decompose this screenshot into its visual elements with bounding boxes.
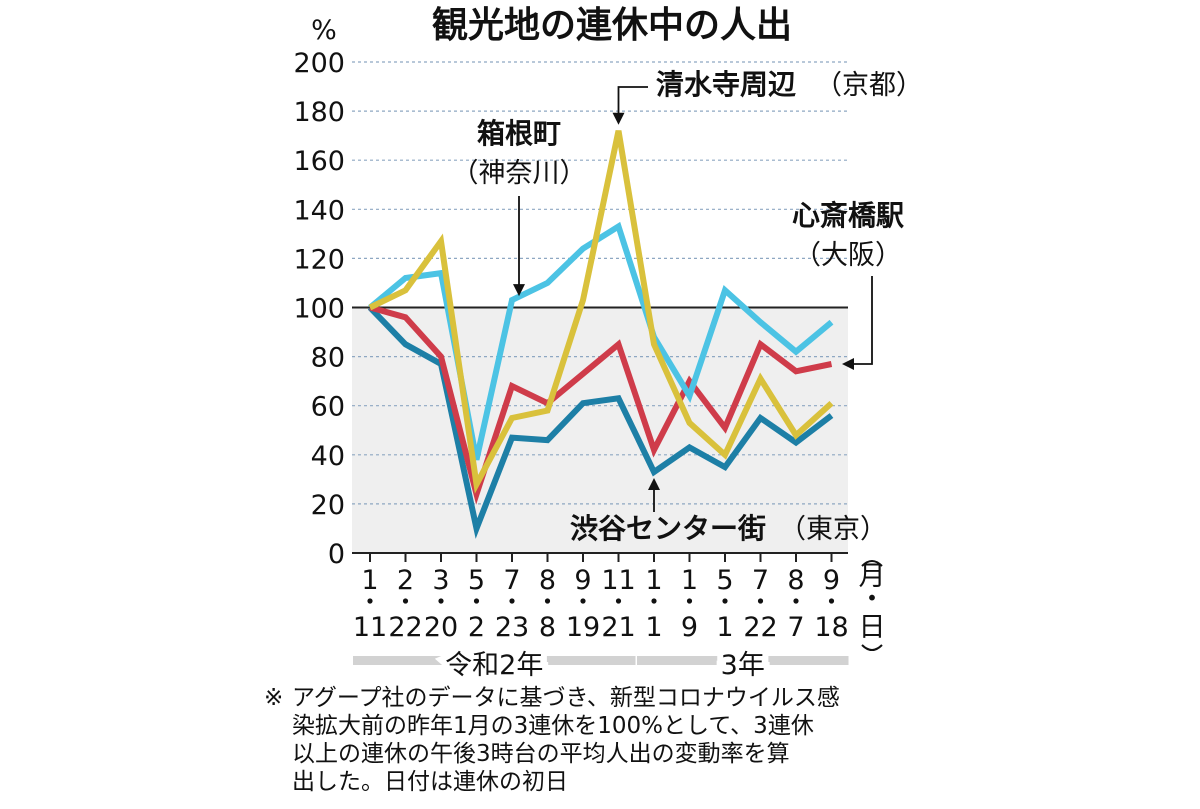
x-label-dot-10 xyxy=(722,598,728,604)
x-label-dot-6 xyxy=(580,598,586,604)
x-label-month-12: 8 xyxy=(787,565,804,596)
series-lines xyxy=(367,130,834,539)
annotations xyxy=(513,86,873,512)
y-tick-160: 160 xyxy=(293,146,345,177)
arrow-hakone-head xyxy=(513,284,525,297)
x-label-day-11: 22 xyxy=(743,612,777,643)
x-label-month-5: 8 xyxy=(539,565,556,596)
x-label-month-10: 5 xyxy=(716,565,733,596)
x-label-day-5: 8 xyxy=(539,612,556,643)
x-label-month-11: 7 xyxy=(752,565,769,596)
y-tick-140: 140 xyxy=(293,195,345,226)
x-label-dot-7 xyxy=(615,598,622,604)
x-label-month-13: 9 xyxy=(823,565,840,596)
x-label-day-4: 23 xyxy=(495,612,529,643)
x-label-day-6: 19 xyxy=(566,612,600,643)
label-shinsaibashi-region: （大阪） xyxy=(794,240,902,271)
year-label-1: 3年 xyxy=(721,650,765,681)
year-bar-1 xyxy=(637,656,849,665)
x-label-dot-3 xyxy=(473,598,480,604)
x-label-day-7: 21 xyxy=(601,612,635,643)
x-label-day-8: 1 xyxy=(645,612,662,643)
label-kiyomizu-region: （京都） xyxy=(815,70,923,101)
x-unit-bracket-bottom xyxy=(861,644,883,651)
x-label-month-0: 1 xyxy=(361,565,378,596)
y-tick-100: 100 xyxy=(293,294,345,325)
x-label-dot-13 xyxy=(828,598,835,604)
y-tick-80: 80 xyxy=(311,343,345,374)
x-label-month-3: 5 xyxy=(468,565,485,596)
x-label-dot-5 xyxy=(544,598,551,604)
arrow-shibuya-head xyxy=(648,477,660,490)
series-line-1 xyxy=(368,221,834,461)
x-label-dot-2 xyxy=(438,598,444,604)
year-bar-0 xyxy=(353,656,636,665)
x-label-dot-1 xyxy=(402,598,409,604)
x-unit-day: 日 xyxy=(859,612,886,643)
x-label-day-3: 2 xyxy=(468,612,485,643)
x-label-day-13: 18 xyxy=(814,612,848,643)
y-tick-60: 60 xyxy=(311,392,345,423)
arrow-shinsaibashi-line xyxy=(852,276,873,365)
x-label-month-2: 3 xyxy=(432,565,449,596)
chart-title: 観光地の連休中の人出 xyxy=(432,5,792,46)
footnote-mark: ※ xyxy=(264,685,284,711)
arrow-kiyomizu-head xyxy=(612,112,625,125)
y-tick-20: 20 xyxy=(311,490,345,521)
x-label-dot-0 xyxy=(367,598,373,604)
x-label-month-1: 2 xyxy=(397,565,414,596)
x-label-month-9: 1 xyxy=(681,565,698,596)
series-line-2 xyxy=(369,304,833,505)
x-label-dot-4 xyxy=(509,598,515,604)
label-hakone: 箱根町 xyxy=(477,117,561,150)
x-label-day-2: 20 xyxy=(424,612,458,643)
x-label-month-7: 11 xyxy=(601,565,635,596)
y-tick-200: 200 xyxy=(293,48,345,79)
footnote-line-2: 染拡大前の昨年1月の3連休を100%として、3連休 xyxy=(292,713,814,739)
label-hakone-region: （神奈川） xyxy=(452,158,587,189)
x-label-day-1: 22 xyxy=(388,612,422,643)
y-axis-label: % xyxy=(311,15,337,46)
y-tick-0: 0 xyxy=(328,539,345,570)
label-shibuya: 渋谷センター街 xyxy=(570,512,766,545)
x-label-day-9: 9 xyxy=(681,612,698,643)
footnote-line-4: 出した。日付は連休の初日 xyxy=(292,769,568,795)
x-label-day-10: 1 xyxy=(716,612,733,643)
y-axis-ticks: 0 20 40 60 80 100 120 140 160 180 200 xyxy=(293,48,345,570)
y-tick-40: 40 xyxy=(311,441,345,472)
x-label-month-8: 1 xyxy=(645,565,662,596)
series-line-0 xyxy=(368,130,834,494)
footnote-line-1: アグープ社のデータに基づき、新型コロナウイルス感 xyxy=(292,685,840,711)
arrow-shinsaibashi-head xyxy=(842,357,854,370)
arrow-kiyomizu-line xyxy=(617,86,648,117)
label-shibuya-region: （東京） xyxy=(779,514,887,545)
x-label-day-12: 7 xyxy=(787,612,804,643)
label-shinsaibashi: 心斎橋駅 xyxy=(792,199,904,232)
year-label-0: 令和2年 xyxy=(445,650,543,681)
x-label-dot-9 xyxy=(686,598,693,604)
x-label-dot-12 xyxy=(793,598,799,604)
y-tick-180: 180 xyxy=(293,97,345,128)
x-label-month-6: 9 xyxy=(574,565,591,596)
x-label-day-0: 11 xyxy=(353,612,387,643)
x-label-dot-11 xyxy=(757,598,764,604)
year-groups: 令和2年 3年 xyxy=(353,644,849,687)
x-unit-bracket-top xyxy=(861,560,883,567)
x-label-month-4: 7 xyxy=(503,565,520,596)
y-tick-120: 120 xyxy=(293,244,345,275)
x-unit-dot: ・ xyxy=(859,584,886,615)
label-kiyomizu: 清水寺周辺 xyxy=(656,68,796,101)
footnote-line-3: 以上の連休の午後3時台の平均人出の変動率を算 xyxy=(292,741,790,767)
footnote: ※ アグープ社のデータに基づき、新型コロナウイルス感 染拡大前の昨年1月の3連休… xyxy=(264,684,932,796)
x-label-dot-8 xyxy=(651,598,657,604)
